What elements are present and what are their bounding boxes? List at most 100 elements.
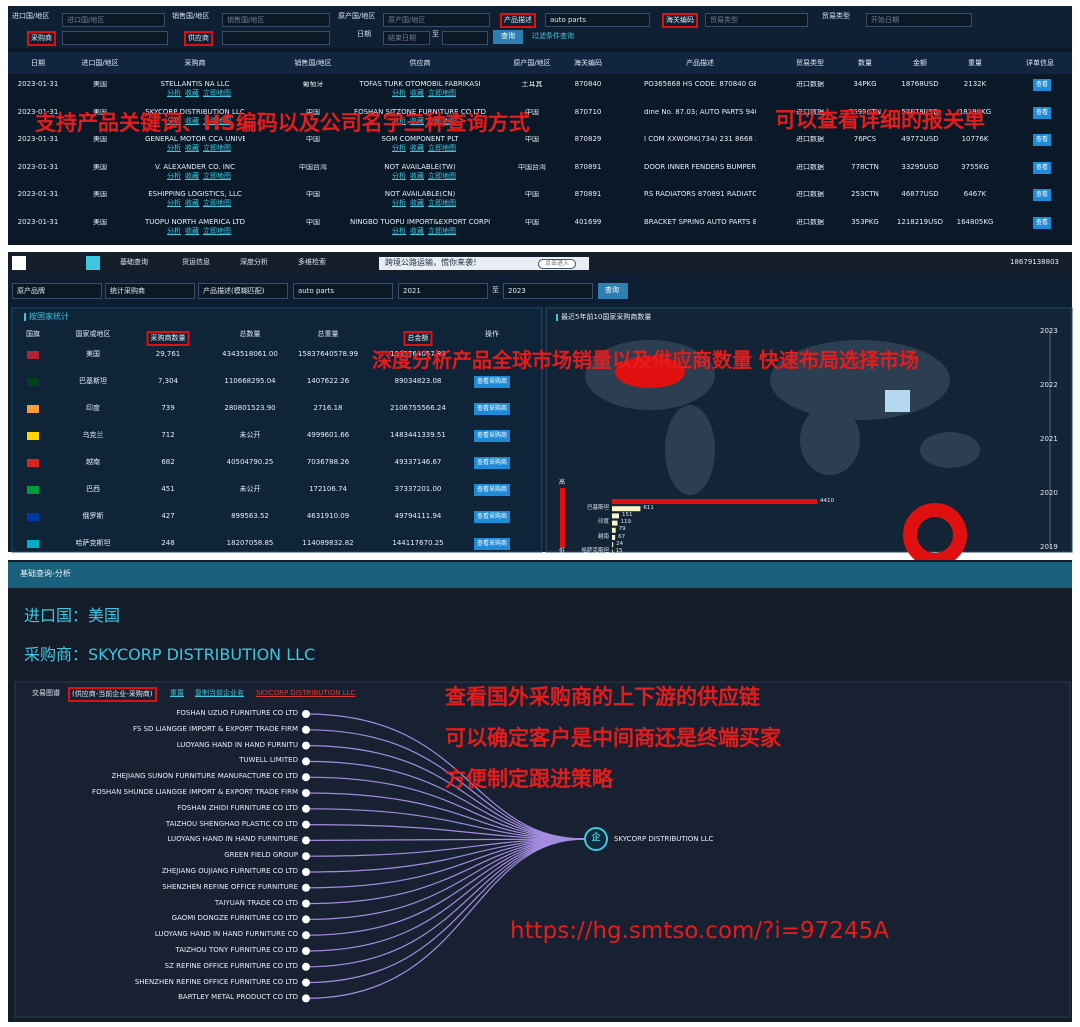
row-link[interactable]: 收藏 — [185, 116, 199, 125]
row-link[interactable]: 立即地图 — [203, 116, 231, 125]
row-link[interactable]: 收藏 — [410, 144, 424, 152]
action-button[interactable]: 查看采购商 — [473, 538, 511, 550]
row-link[interactable]: 分析 — [167, 116, 181, 125]
select[interactable]: 统计采购商 — [105, 283, 195, 299]
row-link[interactable]: 立即地图 — [203, 144, 231, 152]
action-button[interactable]: 查看采购商 — [473, 376, 511, 388]
row-link[interactable]: 收藏 — [410, 199, 424, 207]
table-cell: 进口数据 — [796, 136, 824, 143]
select[interactable]: 原产品牌 — [12, 283, 102, 299]
row-link[interactable]: 收藏 — [410, 116, 424, 125]
input[interactable] — [222, 31, 330, 45]
table-cell: TUOPU NORTH AMERICA LTD — [145, 218, 245, 226]
view-button[interactable]: 查看 — [1033, 79, 1052, 91]
row-link[interactable]: 立即地图 — [428, 199, 456, 207]
input[interactable] — [442, 31, 488, 45]
row-link[interactable]: 收藏 — [410, 171, 424, 180]
input[interactable]: 开始日期 — [866, 13, 972, 27]
banner[interactable]: 跨境公路运输，慌你来袭！ — [379, 257, 589, 270]
action-button[interactable]: 查看采购商 — [473, 403, 511, 415]
view-button[interactable]: 查看 — [1033, 189, 1052, 201]
row-link[interactable]: 立即地图 — [428, 171, 456, 180]
supply-link — [305, 838, 586, 841]
supplier-label: LUOYANG HAND IN HAND FURNITURE CO — [154, 930, 298, 939]
row-link[interactable]: 分析 — [167, 171, 181, 180]
view-button[interactable]: 查看 — [1033, 216, 1052, 229]
nav-item[interactable]: 深度分析 — [240, 258, 268, 266]
row-link[interactable]: 收藏 — [410, 226, 424, 235]
select[interactable]: 产品描述(模糊匹配) — [198, 283, 288, 299]
row-link[interactable]: 分析 — [392, 199, 406, 207]
table-cell: 76PCS — [853, 136, 877, 143]
input[interactable]: 进口国/地区 — [62, 13, 165, 27]
action-button[interactable]: 查看采购商 — [473, 484, 511, 496]
select[interactable]: 2023 — [503, 283, 593, 299]
nav-item[interactable]: 货运信息 — [182, 258, 210, 266]
action-button[interactable]: 查看采购商 — [473, 511, 511, 523]
tab[interactable]: 重置 — [170, 689, 184, 697]
row-link[interactable]: 立即地图 — [428, 89, 456, 97]
tab[interactable]: 复制当前企业名 — [195, 689, 244, 697]
input[interactable]: 结束日期 — [383, 31, 430, 45]
row-link[interactable]: 立即地图 — [203, 226, 231, 235]
row-link[interactable]: 收藏 — [410, 89, 424, 97]
overlay-text: 支持产品关键词、HS编码以及公司名字三种查询方式 — [35, 111, 530, 135]
table-cell: 49794111.94 — [394, 512, 442, 520]
input[interactable]: 销售国/地区 — [222, 13, 330, 27]
row-link[interactable]: 立即地图 — [203, 199, 231, 207]
supplier-label: BARTLEY METAL PRODUCT CO LTD — [178, 993, 298, 1002]
nav-item[interactable]: 基础查询 — [120, 258, 148, 266]
row-link[interactable]: 收藏 — [185, 89, 199, 97]
row-link[interactable]: 立即地图 — [428, 116, 456, 125]
button[interactable]: 查询 — [493, 30, 523, 44]
banner-button[interactable]: 点击进入 — [538, 259, 577, 269]
select[interactable]: 2021 — [398, 283, 488, 299]
supplier-node — [302, 899, 310, 908]
row-link[interactable]: 分析 — [392, 144, 406, 152]
row-link[interactable]: 立即地图 — [203, 171, 231, 180]
action-button[interactable]: 查看采购商 — [473, 457, 511, 469]
row-link[interactable]: 收藏 — [185, 171, 199, 180]
table-cell: 451 — [161, 485, 175, 493]
row-link[interactable]: 分析 — [167, 226, 181, 235]
bar-label: 哈萨克斯坦 — [581, 547, 609, 554]
row-link[interactable]: 分析 — [392, 226, 406, 235]
supplier-label: LUOYANG HAND IN HAND FURNITURE — [167, 835, 298, 844]
bar-label: 印度 — [597, 519, 609, 526]
nav-home[interactable] — [86, 256, 100, 270]
nav-item[interactable]: 多维检索 — [298, 258, 326, 266]
row-link[interactable]: 收藏 — [185, 144, 199, 152]
row-link[interactable]: 分析 — [392, 171, 406, 180]
view-button[interactable]: 查看 — [1033, 134, 1052, 146]
row-link[interactable]: 分析 — [392, 89, 406, 97]
input[interactable]: auto parts — [545, 13, 650, 27]
view-button[interactable]: 查看 — [1033, 106, 1052, 119]
filter-sep: 至 — [492, 286, 499, 294]
row-link[interactable]: 立即地图 — [428, 144, 456, 152]
tab[interactable]: (供应商-当前企业-采购商) — [68, 687, 157, 702]
flag — [27, 405, 39, 413]
table-cell: 427 — [161, 512, 175, 520]
view-button[interactable]: 查看 — [1033, 161, 1052, 174]
button[interactable]: 查询 — [598, 283, 628, 299]
table-header: 详单信息 — [1026, 59, 1054, 67]
row-link[interactable]: 立即地图 — [203, 89, 231, 97]
select[interactable]: auto parts — [293, 283, 393, 299]
bar — [612, 506, 641, 512]
table-cell: 中国 — [525, 136, 539, 143]
input[interactable]: 贸易类型 — [705, 13, 808, 27]
row-link[interactable]: 分析 — [167, 89, 181, 97]
row-link[interactable]: 收藏 — [185, 226, 199, 235]
input[interactable] — [62, 31, 168, 45]
row-link[interactable]: 收藏 — [185, 199, 199, 207]
input[interactable]: 原产国/地区 — [383, 13, 490, 27]
row-link[interactable]: 分析 — [167, 199, 181, 207]
action-button[interactable]: 查看采购商 — [473, 430, 511, 442]
link[interactable]: 过滤条件查询 — [532, 32, 574, 40]
tab[interactable]: SKYCORP DISTRIBUTION LLC — [256, 689, 356, 697]
row-link[interactable]: 分析 — [392, 116, 406, 125]
row-link[interactable]: 分析 — [167, 144, 181, 152]
table-cell: 中国 — [525, 218, 539, 226]
row-link[interactable]: 立即地图 — [428, 226, 456, 235]
table-cell: 中国 — [306, 136, 320, 143]
